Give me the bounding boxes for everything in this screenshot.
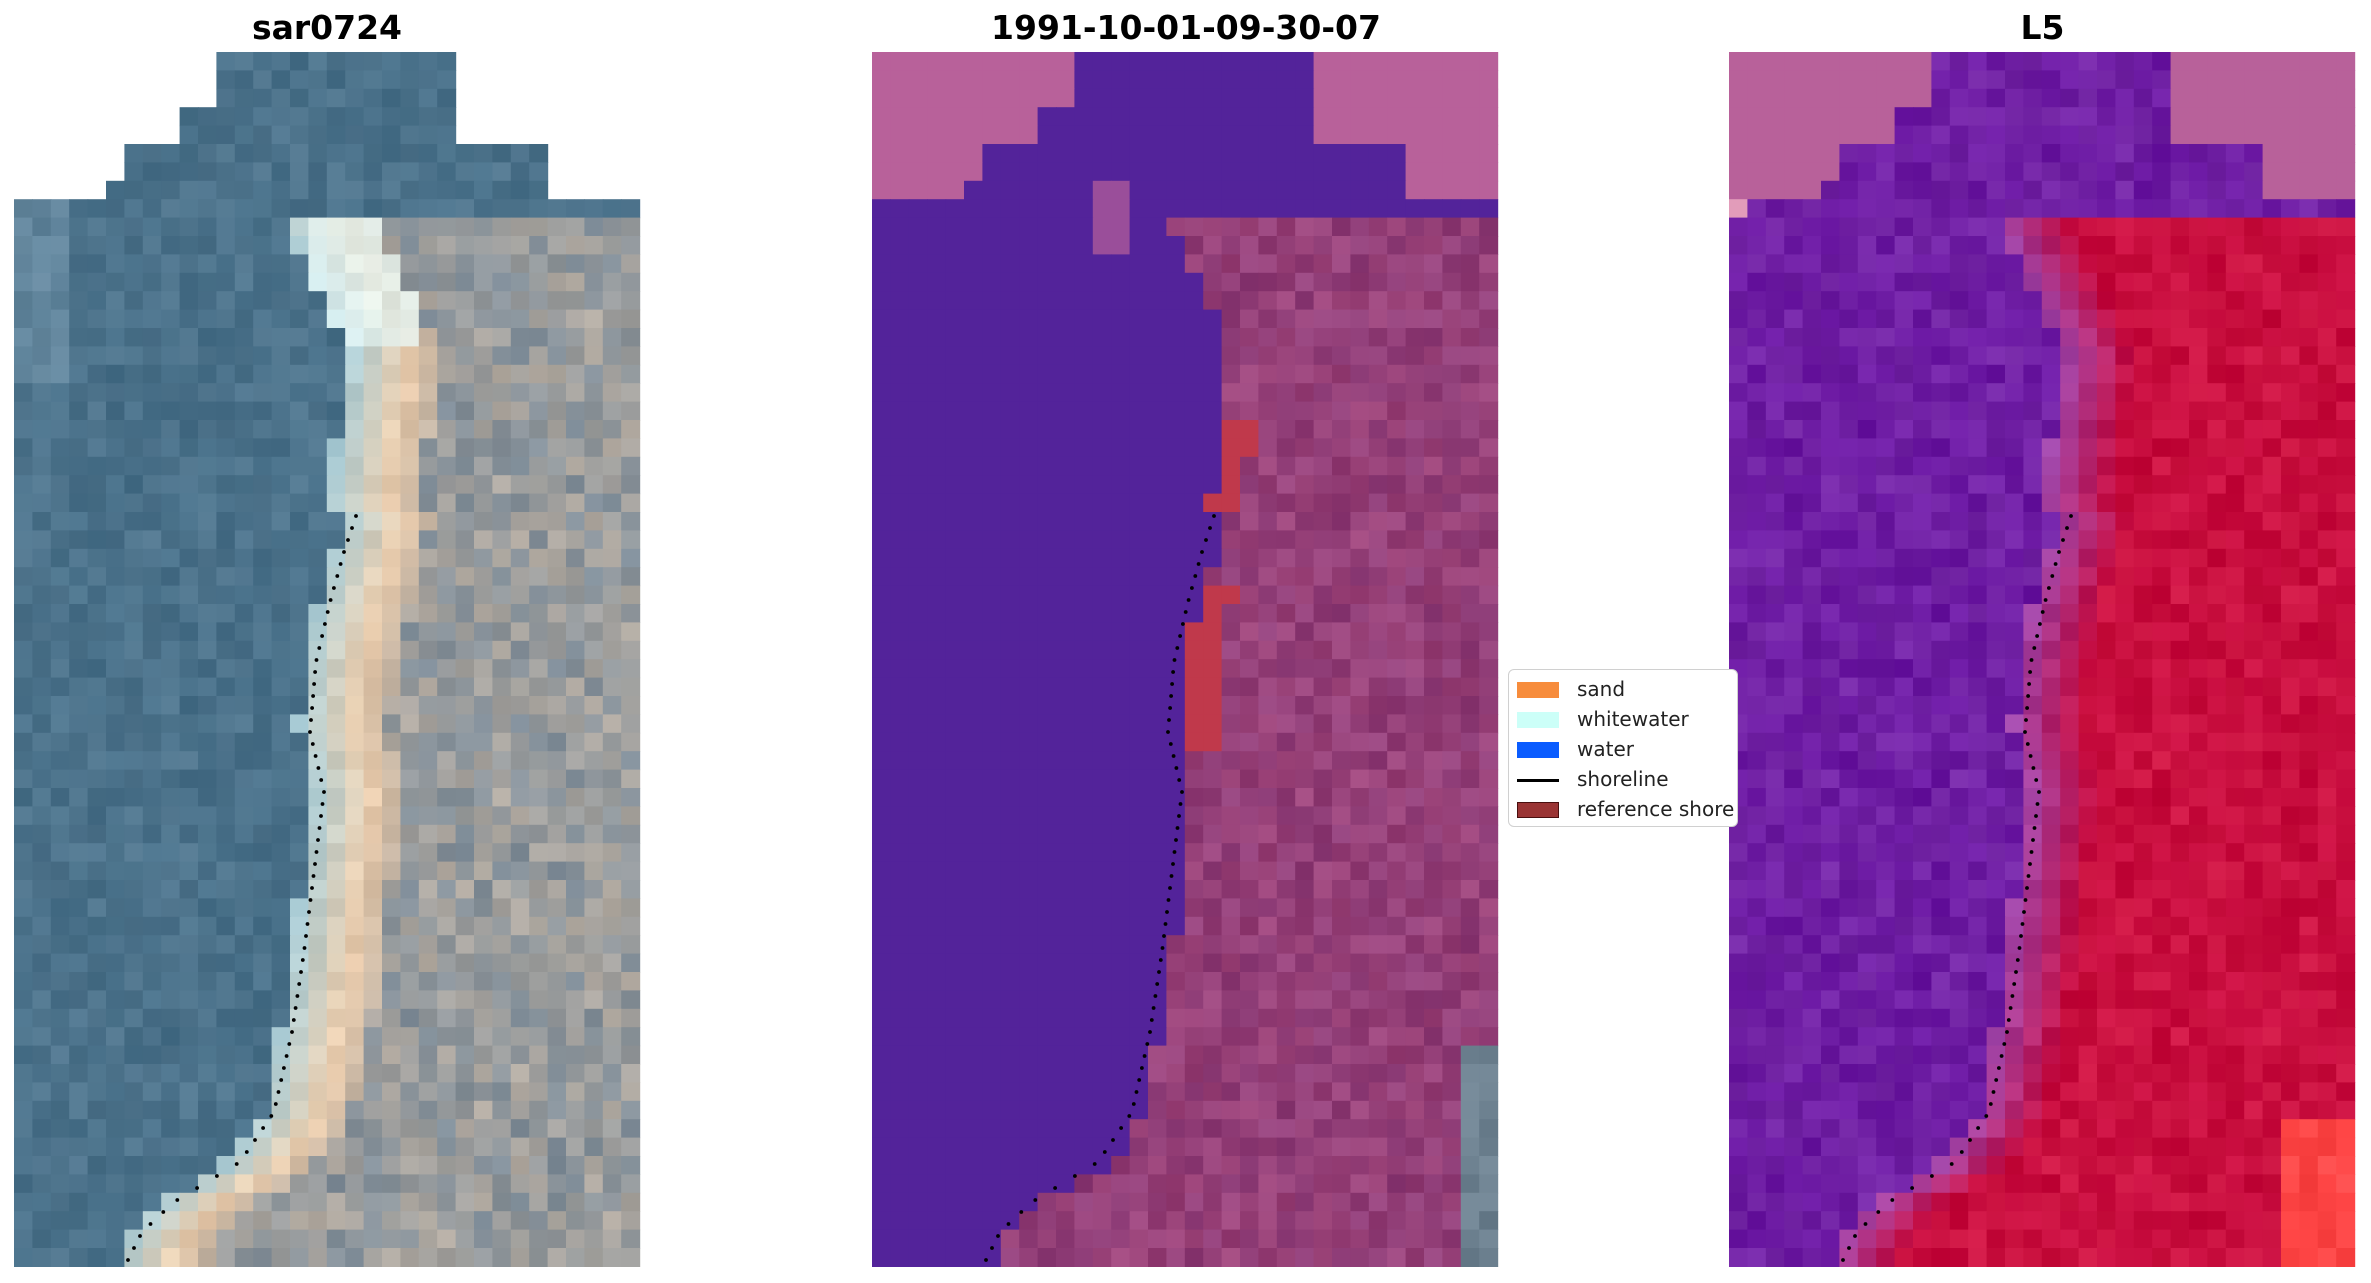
legend-swatch-whitewater [1517, 712, 1559, 728]
legend-label: reference shore [1577, 797, 1735, 821]
legend-item-reference-shore: reference shore [1509, 794, 1737, 824]
legend-item-shoreline: shoreline [1509, 764, 1737, 794]
panel-title-classified: 1991-10-01-09-30-07 [991, 8, 1381, 47]
l5-raster [1729, 52, 2356, 1267]
rgb-shoreline [126, 514, 358, 1262]
legend-swatch-water [1517, 742, 1559, 758]
legend-label: whitewater [1577, 707, 1689, 731]
l5-image-panel [1729, 52, 2356, 1267]
legend-item-whitewater: whitewater [1509, 704, 1737, 734]
panel-title-l5: L5 [2020, 8, 2065, 47]
l5-shoreline [1841, 514, 2073, 1262]
classified-raster [872, 52, 1499, 1267]
rgb-raster [14, 52, 641, 1267]
legend-line-shoreline [1517, 779, 1559, 782]
legend: sand whitewater water shoreline referenc… [1508, 669, 1738, 827]
classified-image-panel [872, 52, 1499, 1267]
legend-swatch-sand [1517, 682, 1559, 698]
classified-shoreline [984, 514, 1216, 1262]
legend-label: shoreline [1577, 767, 1669, 791]
legend-item-water: water [1509, 734, 1737, 764]
legend-label: sand [1577, 677, 1626, 701]
legend-item-sand: sand [1509, 674, 1737, 704]
legend-label: water [1577, 737, 1634, 761]
panel-title-rgb: sar0724 [251, 8, 403, 47]
legend-swatch-reference-shore [1517, 802, 1559, 818]
rgb-image-panel [14, 52, 641, 1267]
